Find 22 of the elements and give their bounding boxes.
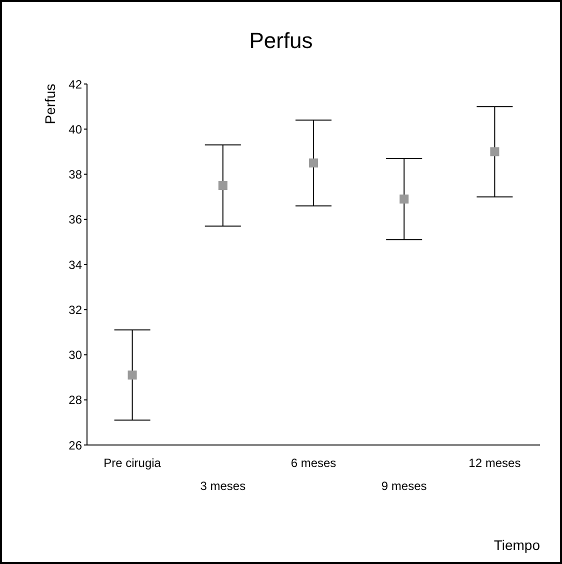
y-tick-label: 28	[68, 393, 82, 408]
y-tick-label: 36	[68, 212, 82, 227]
point	[128, 370, 137, 380]
y-tick-label: 26	[68, 438, 82, 452]
y-tick-label: 38	[68, 168, 82, 182]
x-tick-label: 6 meses	[290, 456, 336, 470]
x-tick-label: Pre cirugia	[104, 456, 162, 470]
x-axis-title: Tiempo	[494, 537, 540, 553]
y-tick-label: 32	[68, 302, 82, 317]
x-tick-label: 12 meses	[468, 456, 521, 470]
y-axis-title: Perfus	[42, 84, 58, 124]
point	[490, 147, 500, 156]
y-tick-label: 42	[68, 77, 82, 92]
x-tick-label: 3 meses	[200, 479, 246, 493]
y-tick-label: 34	[68, 258, 82, 272]
x-tick-label: 9 meses	[381, 479, 427, 493]
point	[400, 194, 409, 204]
y-tick-label: 40	[68, 122, 82, 136]
point	[218, 181, 228, 190]
point	[309, 158, 318, 168]
chart-title: Perfus	[248, 28, 314, 54]
y-tick-label: 30	[68, 348, 82, 362]
